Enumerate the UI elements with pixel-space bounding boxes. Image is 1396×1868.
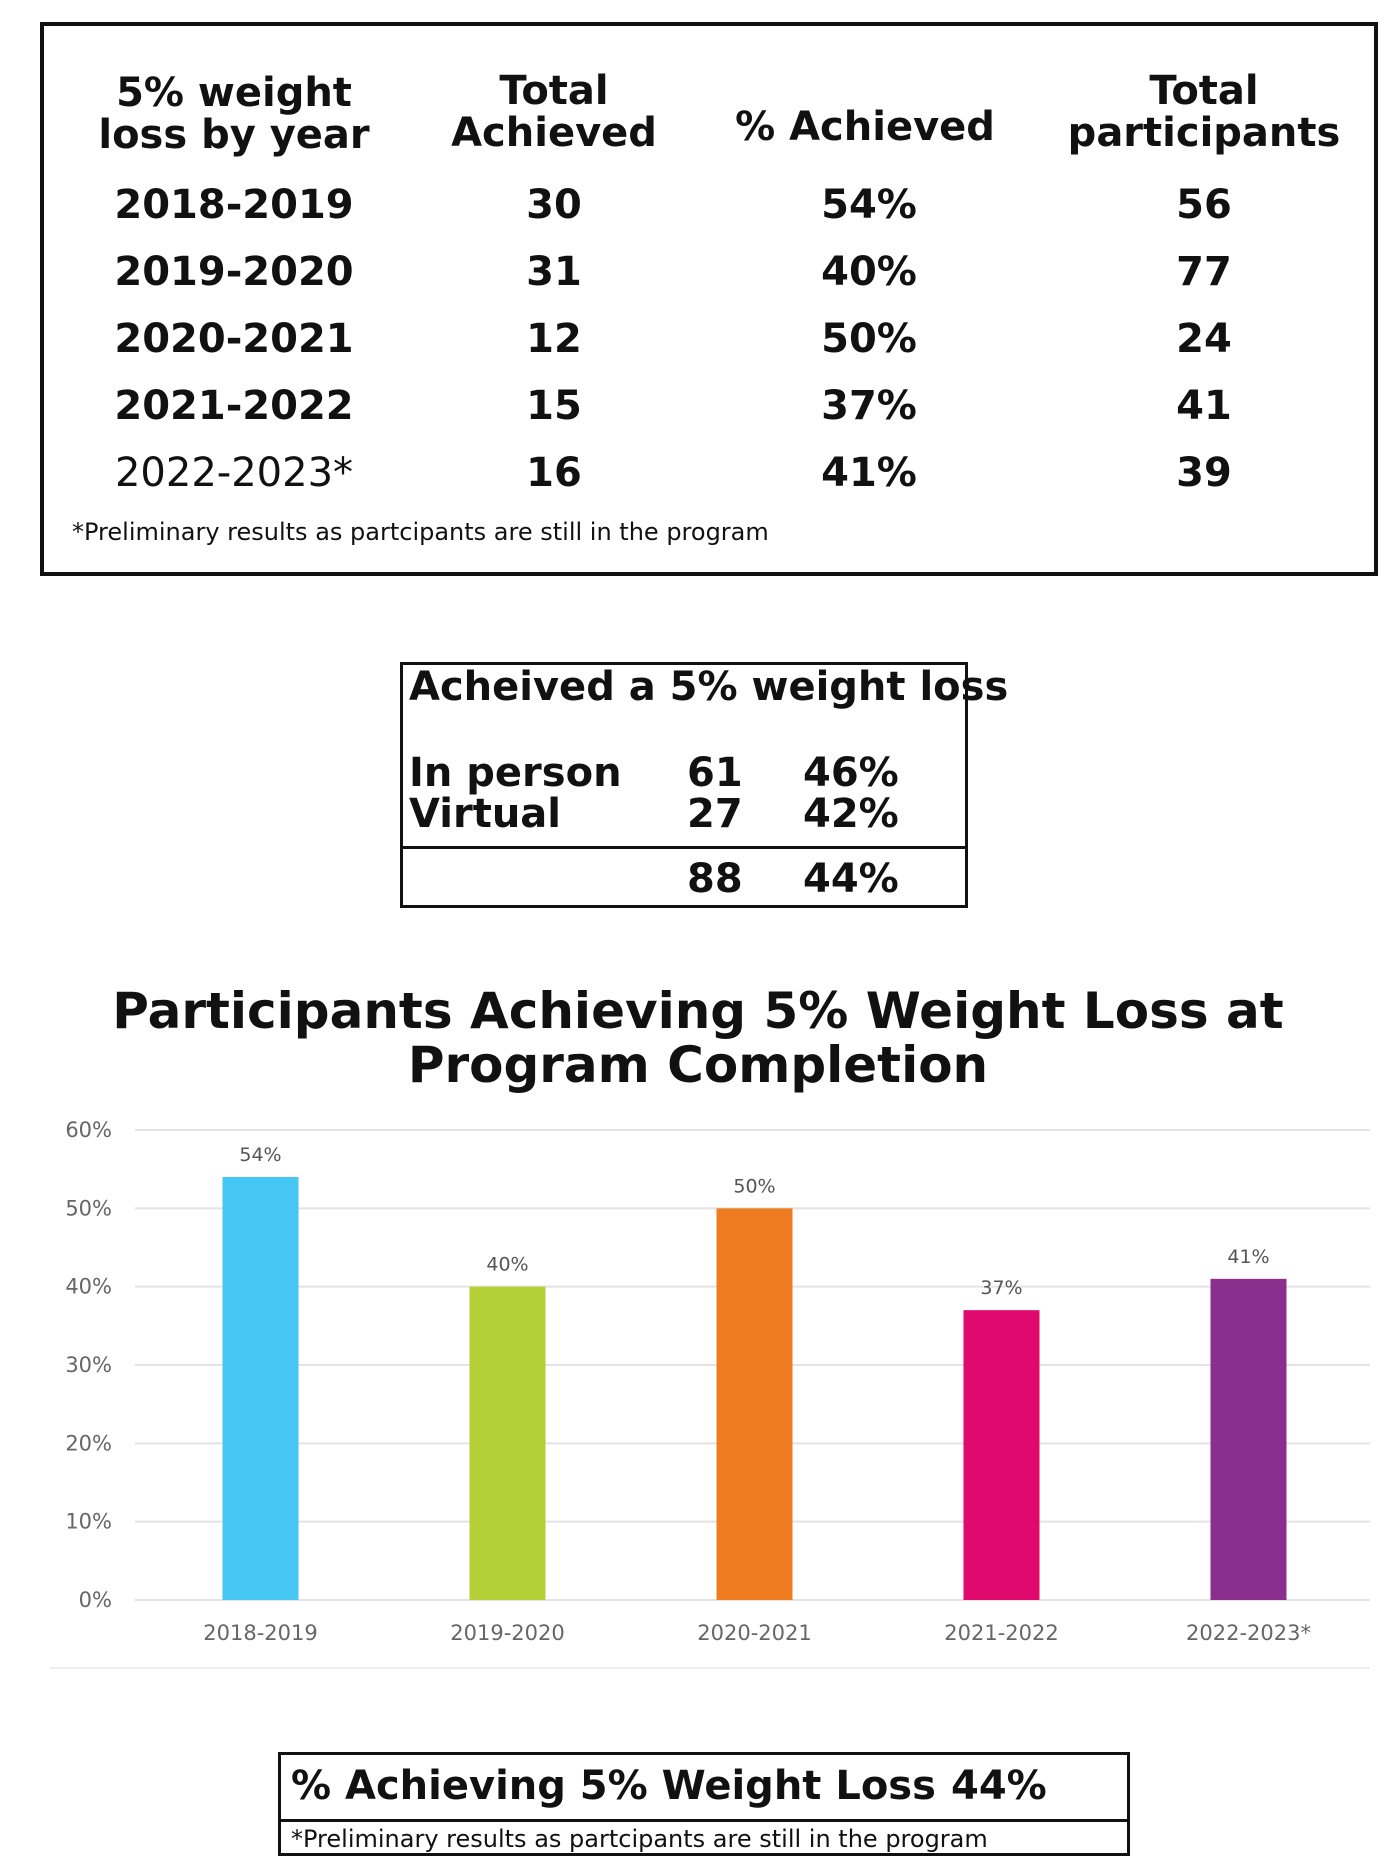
y-tick-label: 0%: [79, 1588, 112, 1612]
table-footnote: *Preliminary results as partcipants are …: [72, 518, 769, 546]
row-participants: 24: [1176, 316, 1232, 362]
x-tick-label: 2020-2021: [697, 1621, 811, 1645]
y-tick-label: 10%: [65, 1510, 112, 1534]
bar: [716, 1208, 793, 1600]
summary-divider: [403, 846, 965, 849]
summary-row-pct: 42%: [803, 791, 899, 837]
header-total-participants: Total participants: [1068, 70, 1341, 154]
data-label: 54%: [239, 1144, 281, 1166]
bar: [469, 1286, 546, 1600]
summary-row-label: Virtual: [409, 791, 561, 837]
bar: [222, 1177, 299, 1600]
x-tick-label: 2022-2023*: [1186, 1621, 1311, 1645]
row-achieved: 30: [526, 182, 582, 228]
y-tick-label: 30%: [65, 1353, 112, 1377]
header-year-line1: 5% weight: [116, 70, 352, 116]
bar: [1210, 1278, 1287, 1600]
row-pct: 54%: [821, 182, 917, 228]
yearly-results-table: 5% weight loss by year Total Achieved % …: [40, 22, 1378, 576]
row-pct: 50%: [821, 316, 917, 362]
header-total-participants-line1: Total: [1149, 68, 1259, 114]
row-participants: 77: [1176, 249, 1232, 295]
data-label: 37%: [980, 1277, 1022, 1299]
row-pct: 41%: [821, 450, 917, 496]
row-year: 2019-2020: [114, 249, 354, 295]
header-total-achieved: Total Achieved: [451, 70, 657, 154]
overall-divider: [281, 1819, 1127, 1822]
summary-row-pct: 46%: [803, 750, 899, 796]
overall-value: 44%: [951, 1763, 1047, 1809]
y-tick-label: 40%: [65, 1275, 112, 1299]
chart-title-line1: Participants Achieving 5% Weight Loss at: [112, 982, 1284, 1040]
x-tick-label: 2018-2019: [203, 1621, 317, 1645]
summary-row-label: In person: [409, 750, 622, 796]
data-label: 50%: [733, 1175, 775, 1197]
y-tick-label: 20%: [65, 1431, 112, 1455]
row-year: 2018-2019: [114, 182, 354, 228]
summary-row-count: 27: [687, 791, 743, 837]
row-achieved: 31: [526, 249, 582, 295]
summary-row-count: 61: [687, 750, 743, 796]
summary-total-count: 88: [687, 856, 743, 902]
data-label: 40%: [486, 1254, 528, 1276]
header-total-achieved-line2: Achieved: [451, 110, 657, 156]
overall-footnote: *Preliminary results as partcipants are …: [291, 1825, 988, 1853]
chart-title: Participants Achieving 5% Weight Loss at…: [0, 984, 1396, 1092]
row-year: 2021-2022: [114, 383, 354, 429]
y-tick-label: 50%: [65, 1196, 112, 1220]
row-participants: 39: [1176, 450, 1232, 496]
bar-chart: 0% 10% 20% 30% 40% 50% 60% 54% 2018-2019 40% 2019-…: [50, 1118, 1370, 1669]
header-year-line2: loss by year: [98, 112, 370, 158]
row-year: 2022-2023*: [114, 450, 354, 496]
y-tick-label: 60%: [65, 1118, 112, 1142]
row-achieved: 15: [526, 383, 582, 429]
header-year: 5% weight loss by year: [98, 72, 369, 156]
row-year: 2020-2021: [114, 316, 354, 362]
overall-label: % Achieving 5% Weight Loss: [291, 1763, 936, 1809]
row-achieved: 12: [526, 316, 582, 362]
bar: [963, 1310, 1040, 1600]
row-pct: 37%: [821, 383, 917, 429]
modality-summary-box: Acheived a 5% weight loss In person 61 4…: [400, 662, 1008, 908]
header-total-achieved-line1: Total: [499, 68, 609, 114]
summary-total-pct: 44%: [803, 856, 899, 902]
row-pct: 40%: [821, 249, 917, 295]
row-participants: 56: [1176, 182, 1232, 228]
header-pct-achieved-text: % Achieved: [735, 104, 995, 150]
row-participants: 41: [1176, 383, 1232, 429]
data-label: 41%: [1227, 1246, 1269, 1268]
header-total-participants-line2: participants: [1067, 110, 1341, 156]
overall-result-box: % Achieving 5% Weight Loss 44% *Prelimin…: [278, 1752, 1130, 1856]
header-pct-achieved: % Achieved: [735, 106, 995, 148]
summary-title: Acheived a 5% weight loss: [409, 664, 1009, 710]
chart-title-line2: Program Completion: [407, 1036, 989, 1094]
row-achieved: 16: [526, 450, 582, 496]
x-tick-label: 2021-2022: [944, 1621, 1058, 1645]
x-tick-label: 2019-2020: [450, 1621, 564, 1645]
